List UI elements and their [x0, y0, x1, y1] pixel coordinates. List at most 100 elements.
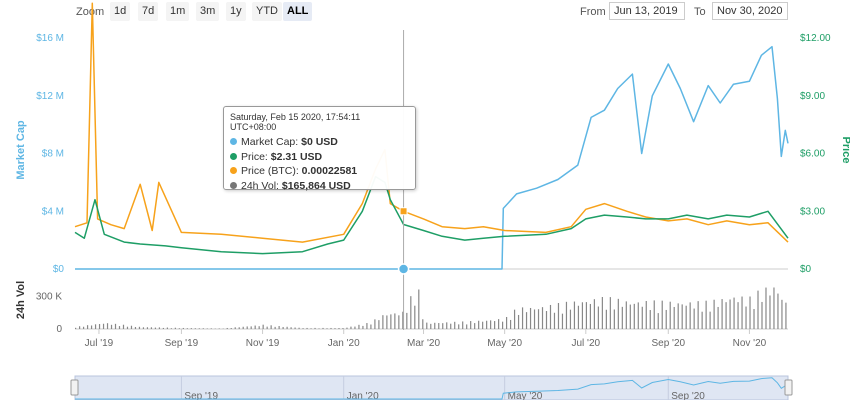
volume-bar [434, 322, 436, 329]
volume-bar [454, 321, 456, 329]
volume-bar [314, 327, 316, 329]
volume-bar [290, 327, 292, 329]
x-axis-ticks: Jul '19 Sep '19 Nov '19 Jan '20 Mar '20 May '… [85, 329, 767, 349]
zoom-7d-button[interactable]: 7d [138, 2, 159, 21]
price-btc-line [74, 2, 789, 243]
volume-bar [537, 309, 540, 329]
hover-marker-btc [399, 207, 408, 216]
volume-bar [310, 328, 312, 329]
volume-bar [749, 296, 751, 329]
volume-bar [422, 319, 424, 329]
zoom-all-button[interactable]: ALL [283, 2, 313, 21]
volume-bar [502, 321, 504, 329]
x-tick-label: Jan '20 [328, 338, 360, 349]
volume-bar [346, 327, 348, 329]
volume-bar [581, 302, 584, 329]
volume-bar [226, 327, 228, 329]
market-cap-dot-icon [230, 138, 237, 145]
volume-bar [266, 326, 268, 329]
right-tick-label: $3.00 [800, 206, 825, 217]
volume-bar [597, 306, 599, 329]
volume-bar [525, 312, 528, 329]
volume-bar [513, 309, 516, 329]
volume-bar [82, 326, 85, 329]
volume-bar [717, 306, 719, 329]
volume-bar [234, 327, 236, 329]
volume-bar [733, 297, 735, 329]
volume-bar [198, 328, 200, 329]
volume-bar [541, 307, 544, 329]
volume-bar [158, 327, 161, 329]
right-tick-label: $12.00 [800, 33, 831, 44]
volume-bar [645, 300, 647, 329]
volume-bar [374, 319, 376, 329]
volume-bar [521, 307, 524, 329]
volume-bar [637, 302, 639, 329]
zoom-1d-button[interactable]: 1d [110, 2, 131, 21]
volume-bar [114, 323, 117, 329]
zoom-1y-button[interactable]: 1y [226, 2, 246, 21]
volume-bar [737, 302, 739, 329]
volume-bar [661, 300, 663, 329]
volume-bar [669, 301, 671, 329]
volume-bar [386, 315, 388, 329]
zoom-ytd-button[interactable]: YTD [252, 2, 282, 21]
volume-bar [246, 326, 248, 329]
volume-bar [438, 323, 440, 329]
zoom-3m-button[interactable]: 3m [196, 2, 220, 21]
tooltip-row-volume: 24h Vol: $165,864 USD [230, 179, 409, 194]
right-tick-label: $6.00 [800, 149, 825, 160]
navigator-right-handle[interactable] [784, 379, 793, 396]
volume-bar [242, 326, 244, 329]
volume-bar [430, 323, 432, 329]
left-tick-label: $0 [53, 264, 65, 275]
volume-bar [785, 302, 787, 329]
zoom-label: Zoom [76, 6, 105, 18]
volume-bar [705, 300, 707, 329]
volume-bar [238, 327, 240, 329]
zoom-1m-button[interactable]: 1m [166, 2, 190, 21]
volume-bar [681, 304, 683, 329]
volume-tick-label: 300 K [36, 291, 62, 302]
volume-bar [557, 303, 560, 329]
navigator-tick-label: Jan '20 [347, 391, 379, 400]
volume-bar [390, 314, 392, 329]
volume-bar [613, 309, 615, 329]
left-axis-title: Market Cap [15, 120, 27, 180]
volume-bar [394, 313, 396, 329]
volume-bar [262, 324, 264, 329]
volume-bar [617, 298, 619, 329]
volume-bar [98, 324, 101, 329]
volume-bar [545, 311, 548, 329]
tooltip-row-price-btc: Price (BTC): 0.00022581 [230, 164, 409, 179]
volume-bar [298, 327, 300, 329]
volume-bar [753, 309, 755, 329]
navigator-left-handle[interactable] [70, 379, 79, 396]
volume-bar [274, 326, 276, 329]
volume-bar [86, 325, 89, 329]
volume-bar [250, 326, 252, 329]
volume-bar [781, 299, 783, 329]
volume-bar [190, 328, 192, 329]
from-date-input[interactable] [609, 2, 685, 20]
volume-bar [569, 309, 572, 329]
price-line [74, 175, 789, 255]
volume-bar [721, 299, 723, 329]
volume-bar [378, 320, 380, 329]
tooltip-date: Saturday, Feb 15 2020, 17:54:11 UTC+08:0… [230, 112, 361, 132]
volume-bar [382, 315, 384, 329]
volume-bar [689, 302, 691, 329]
volume-bar [693, 308, 695, 329]
tooltip-row-market-cap: Market Cap: $0 USD [230, 135, 409, 150]
volume-bar [505, 316, 508, 329]
navigator-tick-label: Sep '20 [671, 391, 705, 400]
navigator[interactable]: Sep '19 Jan '20 May '20 Sep '20 [70, 375, 793, 400]
volume-bar [685, 305, 687, 329]
to-date-input[interactable] [712, 2, 788, 20]
volume-bar [302, 328, 304, 329]
hover-marker [397, 263, 410, 275]
volume-bar [462, 321, 464, 329]
volume-bar [649, 310, 651, 329]
right-axis-title: Price [840, 137, 850, 164]
